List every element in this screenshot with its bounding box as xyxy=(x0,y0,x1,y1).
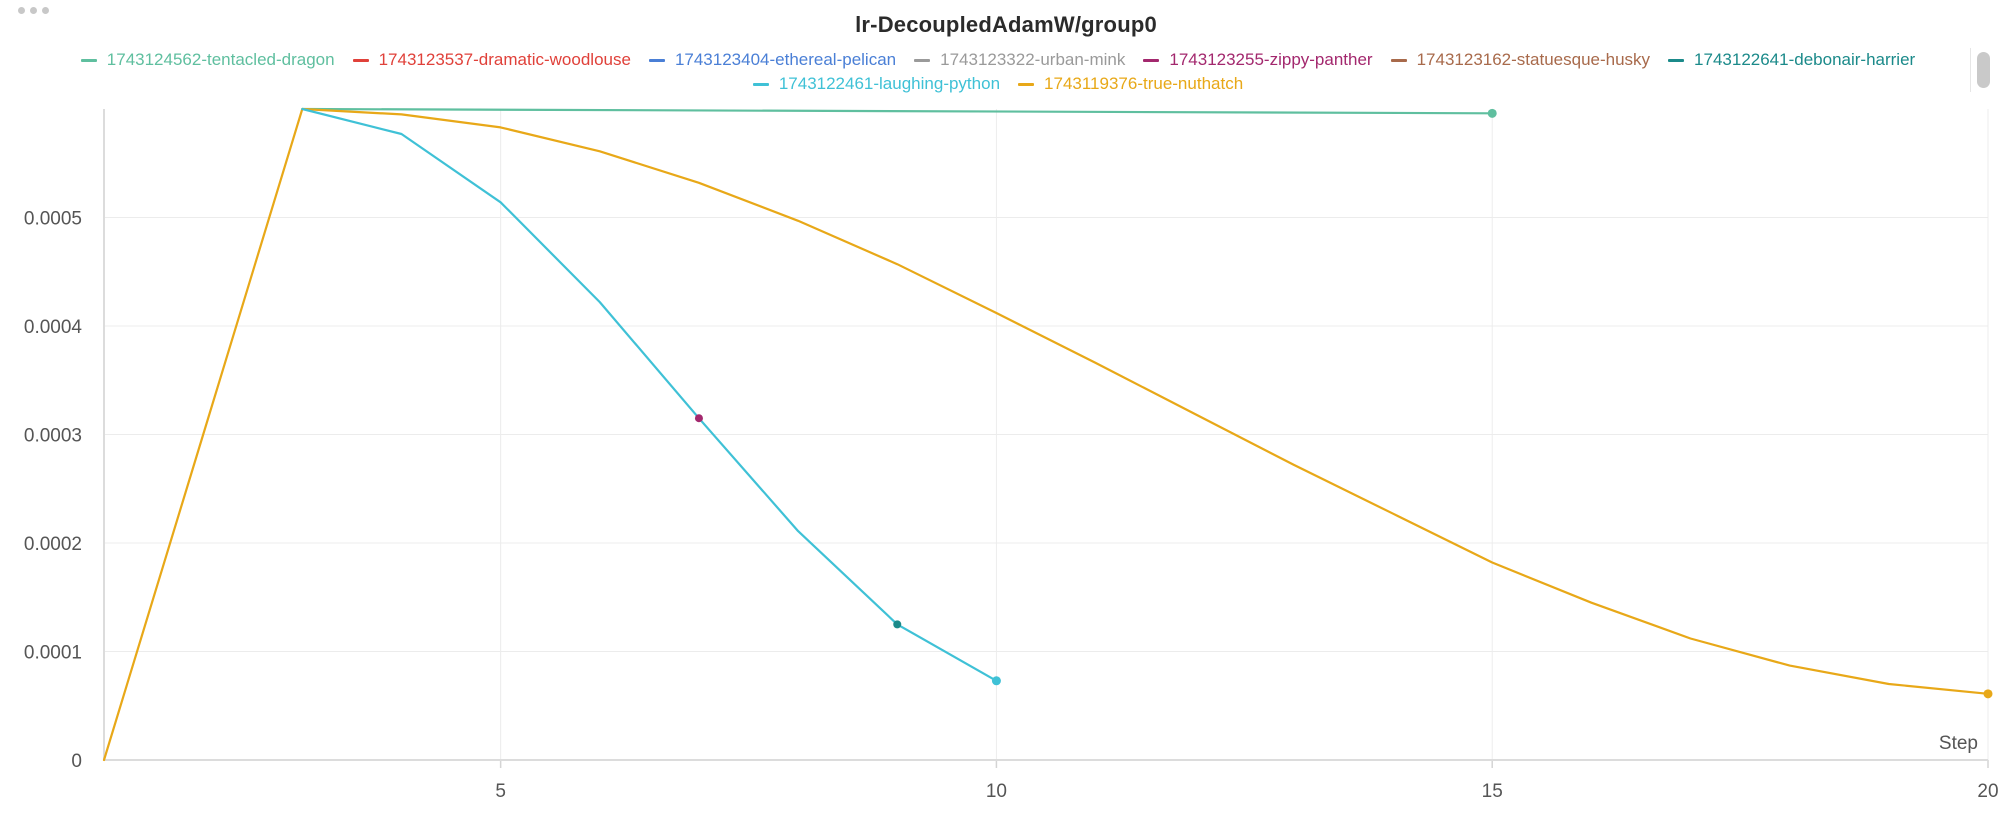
y-tick-label: 0.0002 xyxy=(24,534,82,555)
x-tick-label: 20 xyxy=(1977,781,1998,802)
legend-item[interactable]: 1743123537-dramatic-woodlouse xyxy=(352,50,631,70)
x-axis-label: Step xyxy=(1939,733,1978,754)
data-point xyxy=(694,414,703,423)
legend-scrollbar[interactable] xyxy=(1970,48,1995,92)
data-point xyxy=(893,620,902,629)
legend-item[interactable]: 1743124562-tentacled-dragon xyxy=(80,50,335,70)
legend-item[interactable]: 1743123322-urban-mink xyxy=(914,50,1125,70)
y-tick-label: 0 xyxy=(71,751,82,772)
legend-swatch xyxy=(914,58,931,62)
series-line xyxy=(301,107,998,682)
legend-item[interactable]: 1743122641-debonair-harrier xyxy=(1668,50,1915,70)
series-end-point xyxy=(1983,689,1993,699)
markers xyxy=(694,108,1993,699)
legend-scroll-thumb[interactable] xyxy=(1977,52,1990,88)
legend-swatch xyxy=(1143,58,1160,62)
x-tick-label: 5 xyxy=(495,781,506,802)
y-tick-label: 0.0001 xyxy=(24,643,82,664)
legend-label: 1743122461-laughing-python xyxy=(778,74,1001,93)
legend-label: 1743123404-ethereal-pelican xyxy=(674,50,897,69)
series-end-point xyxy=(991,676,1001,686)
tick-labels: 0 0.0001 0.0002 0.0003 0.0004 0.0005 5 10 15 20 St… xyxy=(24,209,1999,803)
legend-label: 1743123255-zippy-panther xyxy=(1169,50,1373,69)
legend-label: 1743123322-urban-mink xyxy=(940,50,1126,69)
legend-label: 1743119376-true-nuthatch xyxy=(1044,74,1244,93)
legend-swatch xyxy=(752,82,769,86)
series xyxy=(102,107,1990,762)
grid xyxy=(104,109,1989,760)
legend-item[interactable]: 1743122461-laughing-python xyxy=(752,74,1001,94)
legend-row: 1743124562-tentacled-dragon 1743123537-dr… xyxy=(28,48,1968,72)
x-tick-label: 10 xyxy=(986,781,1007,802)
legend-swatch xyxy=(1018,82,1035,86)
axes xyxy=(103,109,1989,768)
y-tick-label: 0.0004 xyxy=(24,317,83,338)
chart-legend: 1743124562-tentacled-dragon 1743123537-dr… xyxy=(28,48,1968,96)
chart-title: lr-DecoupledAdamW/group0 xyxy=(855,12,1157,37)
legend-swatch xyxy=(1390,58,1407,62)
legend-label: 1743124562-tentacled-dragon xyxy=(106,50,335,69)
legend-label: 1743123162-statuesque-husky xyxy=(1416,50,1651,69)
legend-item[interactable]: 1743123255-zippy-panther xyxy=(1143,50,1373,70)
legend-swatch xyxy=(80,58,97,62)
legend-row: 1743122461-laughing-python 1743119376-tru… xyxy=(28,72,1968,96)
y-tick-label: 0.0005 xyxy=(24,209,82,230)
series-line xyxy=(102,107,1990,762)
legend-swatch xyxy=(352,58,369,62)
x-tick-label: 15 xyxy=(1482,781,1503,802)
legend-swatch xyxy=(1668,58,1685,62)
legend-item[interactable]: 1743123162-statuesque-husky xyxy=(1390,50,1651,70)
legend-item[interactable]: 1743123404-ethereal-pelican xyxy=(648,50,897,70)
series-line xyxy=(301,107,1494,115)
legend-label: 1743122641-debonair-harrier xyxy=(1694,50,1916,69)
legend-item[interactable]: 1743119376-true-nuthatch xyxy=(1018,74,1243,94)
y-tick-label: 0.0003 xyxy=(24,426,82,447)
legend-swatch xyxy=(648,58,665,62)
series-end-point xyxy=(1487,108,1497,118)
legend-label: 1743123537-dramatic-woodlouse xyxy=(378,50,631,69)
